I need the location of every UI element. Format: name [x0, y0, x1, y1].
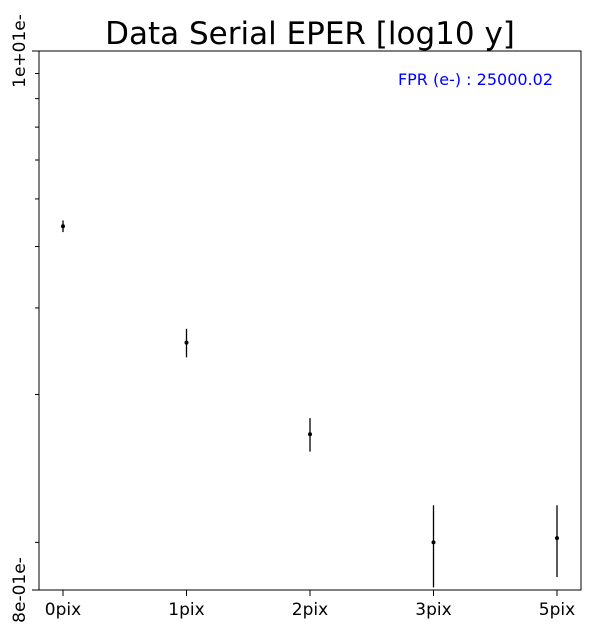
- x-ticks: 0pix 1pix 2pix 3pix 5pix: [45, 590, 575, 620]
- plot-frame: [38, 50, 582, 591]
- data-point: [61, 224, 65, 229]
- data-point: [555, 536, 559, 541]
- fpr-annotation: FPR (e-) : 25000.02: [398, 70, 553, 89]
- x-tick-label: 3pix: [415, 600, 451, 620]
- y-tick-label: 8e-01e-: [10, 557, 30, 623]
- x-tick-label: 2pix: [292, 600, 328, 620]
- data-point: [184, 340, 189, 345]
- data-points: [61, 220, 559, 588]
- y-major-ticks: 1e+01e- 8e-01e-: [10, 14, 39, 623]
- y-tick-label: 1e+01e-: [10, 14, 30, 88]
- data-point: [308, 432, 312, 437]
- data-point: [431, 540, 436, 545]
- x-tick-label: 0pix: [45, 600, 81, 620]
- x-tick-label: 5pix: [539, 600, 575, 620]
- x-tick-label: 1pix: [168, 600, 204, 620]
- chart-title: Data Serial EPER [log10 y]: [105, 16, 515, 52]
- y-minor-ticks: [35, 72, 39, 543]
